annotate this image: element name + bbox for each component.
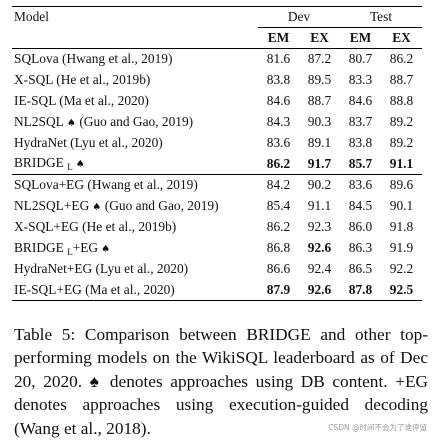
- test-ex-cell: 89.2: [389, 114, 414, 129]
- table-row: SQLova+EG (Hwang et al., 2019) 84.2 90.2 83…: [12, 175, 422, 196]
- dev-em-cell: 84.3: [266, 114, 291, 129]
- test-ex-cell: 90.1: [389, 198, 414, 213]
- test-em-cell: 86.0: [348, 219, 373, 234]
- dev-em-header: EM: [267, 30, 290, 45]
- dev-em-cell: 87.9: [258, 279, 299, 301]
- dev-ex-header: EX: [310, 30, 329, 45]
- table-row: NL2SQL+EG ♠ (Guo and Gao, 2019) 85.4 91.1 8…: [12, 196, 422, 217]
- dev-ex-cell: 92.4: [307, 261, 332, 276]
- test-em-cell: 83.8: [348, 135, 373, 150]
- test-ex-cell: 88.8: [389, 93, 414, 108]
- spade-icon: ♠: [98, 243, 111, 255]
- header-row-2: EM EX EM EX: [12, 28, 422, 49]
- model-name-cell: HydraNet (Lyu et al., 2020): [14, 135, 163, 150]
- test-column-header: Test: [340, 6, 422, 28]
- model-subscript: L: [67, 246, 73, 257]
- model-name-cell: X-SQL+EG (He et al., 2019b): [14, 219, 177, 234]
- test-ex-cell: 91.9: [389, 240, 414, 255]
- model-name-cell: IE-SQL+EG (Ma et al., 2020): [12, 279, 258, 301]
- dev-ex-cell: 89.5: [307, 72, 332, 87]
- test-em-cell: 86.5: [348, 261, 373, 276]
- dev-em-cell: 86.2: [258, 153, 299, 175]
- dev-em-cell: 83.6: [266, 135, 291, 150]
- test-ex-cell: 89.6: [389, 177, 414, 193]
- table-row: X-SQL (He et al., 2019b) 83.8 89.5 83.3 88.7: [12, 70, 422, 91]
- test-em-cell: 84.6: [348, 93, 373, 108]
- test-em-header: EM: [349, 30, 372, 45]
- watermark: CSDN @时间不会为了谁停留: [328, 423, 427, 432]
- test-ex-cell: 91.8: [389, 219, 414, 234]
- spade-icon: ♠: [72, 159, 85, 171]
- test-em-cell: 87.8: [340, 279, 381, 301]
- dev-ex-cell: 90.3: [307, 114, 332, 129]
- model-name-cell: SQLova+EG (Hwang et al., 2019): [14, 177, 198, 193]
- table-row: NL2SQL ♠ (Guo and Gao, 2019) 84.3 90.3 83.7…: [12, 112, 422, 133]
- model-name-cell: BRIDGE L ♠: [12, 153, 258, 175]
- test-ex-cell: 92.5: [381, 279, 422, 301]
- table-row: X-SQL+EG (He et al., 2019b) 86.2 92.3 86.0 9…: [12, 217, 422, 238]
- test-ex-cell: 86.2: [381, 48, 422, 70]
- dev-ex-cell: 91.7: [299, 153, 340, 175]
- test-em-cell: 83.6: [348, 177, 373, 193]
- dev-em-cell: 81.6: [258, 48, 299, 70]
- test-em-cell: 86.3: [348, 240, 373, 255]
- dev-em-cell: 85.4: [266, 198, 291, 213]
- dev-em-cell: 86.6: [266, 261, 291, 276]
- dev-ex-cell: 92.3: [307, 219, 332, 234]
- model-name-cell: NL2SQL+EG ♠ (Guo and Gao, 2019): [14, 198, 219, 213]
- model-subscript: L: [67, 162, 73, 173]
- table-row: BRIDGE L+EG ♠ 86.8 92.6 86.3 91.9: [12, 238, 422, 259]
- dev-ex-cell: 90.2: [307, 177, 332, 193]
- model-column-header: Model: [12, 6, 258, 28]
- test-ex-cell: 88.7: [389, 72, 414, 87]
- model-name-cell: NL2SQL ♠ (Guo and Gao, 2019): [14, 114, 194, 129]
- dev-em-cell: 84.2: [266, 177, 291, 193]
- header-row-1: Model Dev Test: [12, 6, 422, 28]
- dev-em-cell: 86.2: [266, 219, 291, 234]
- dev-ex-cell: 88.7: [307, 93, 332, 108]
- spade-icon: ♠: [89, 202, 102, 213]
- table-caption: Table 5: Comparison between BRIDGE and o…: [14, 325, 428, 438]
- table-row: IE-SQL (Ma et al., 2020) 84.6 88.7 84.6 88.8: [12, 91, 422, 112]
- results-table: Model Dev Test EM EX EM EX SQLova (Hwang…: [12, 6, 422, 301]
- test-ex-header: EX: [392, 30, 411, 45]
- table-row: IE-SQL+EG (Ma et al., 2020) 87.9 92.6 87.8 9…: [12, 279, 422, 301]
- dev-em-cell: 83.8: [266, 72, 291, 87]
- test-em-cell: 80.7: [340, 48, 381, 70]
- table-row: HydraNet (Lyu et al., 2020) 83.6 89.1 83.8 8…: [12, 133, 422, 154]
- spade-icon: ♠: [63, 118, 76, 129]
- test-em-cell: 83.3: [348, 72, 373, 87]
- test-em-cell: 85.7: [340, 153, 381, 175]
- model-name-cell: HydraNet+EG (Lyu et al., 2020): [14, 261, 189, 276]
- dev-em-cell: 86.8: [266, 240, 291, 255]
- model-name-cell: SQLova (Hwang et al., 2019): [12, 48, 258, 70]
- test-ex-cell: 91.1: [381, 153, 422, 175]
- test-ex-cell: 92.2: [389, 261, 414, 276]
- dev-ex-cell: 87.2: [299, 48, 340, 70]
- test-em-cell: 84.5: [348, 198, 373, 213]
- dev-ex-cell: 92.6: [307, 240, 332, 255]
- dev-ex-cell: 92.6: [299, 279, 340, 301]
- model-name-cell: IE-SQL (Ma et al., 2020): [14, 93, 149, 108]
- test-em-cell: 83.7: [348, 114, 373, 129]
- dev-ex-cell: 91.1: [307, 198, 332, 213]
- dev-ex-cell: 89.1: [307, 135, 332, 150]
- table-row: SQLova (Hwang et al., 2019) 81.6 87.2 80.7 8…: [12, 48, 422, 70]
- model-name-cell: X-SQL (He et al., 2019b): [14, 72, 151, 87]
- dev-column-header: Dev: [258, 6, 340, 28]
- model-name-cell: BRIDGE L+EG ♠: [14, 239, 111, 257]
- table-row: BRIDGE L ♠ 86.2 91.7 85.7 91.1: [12, 153, 422, 175]
- dev-em-cell: 84.6: [266, 93, 291, 108]
- table-row: HydraNet+EG (Lyu et al., 2020) 86.6 92.4 86…: [12, 259, 422, 280]
- test-ex-cell: 89.2: [389, 135, 414, 150]
